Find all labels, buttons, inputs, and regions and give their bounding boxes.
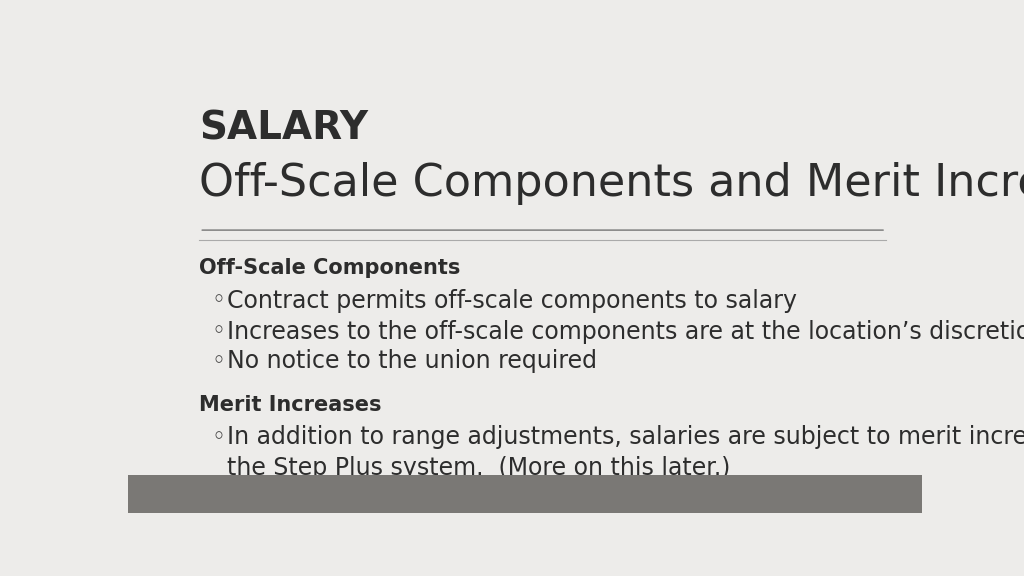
Text: Merit Increases: Merit Increases [200, 395, 382, 415]
Text: ◦: ◦ [211, 289, 225, 313]
Text: Off-Scale Components and Merit Increases: Off-Scale Components and Merit Increases [200, 162, 1024, 205]
Text: ◦: ◦ [211, 425, 225, 449]
Text: SALARY: SALARY [200, 109, 369, 147]
Text: In addition to range adjustments, salaries are subject to merit increases under: In addition to range adjustments, salari… [227, 425, 1024, 449]
Bar [128, 475, 922, 513]
Text: Contract permits off-scale components to salary: Contract permits off-scale components to… [227, 289, 798, 313]
Text: ◦: ◦ [211, 350, 225, 373]
Text: Increases to the off-scale components are at the location’s discretion: Increases to the off-scale components ar… [227, 320, 1024, 344]
Text: ◦: ◦ [211, 320, 225, 344]
Text: Off-Scale Components: Off-Scale Components [200, 257, 461, 278]
Text: the Step Plus system.  (More on this later.): the Step Plus system. (More on this late… [227, 456, 730, 480]
Text: No notice to the union required: No notice to the union required [227, 350, 597, 373]
